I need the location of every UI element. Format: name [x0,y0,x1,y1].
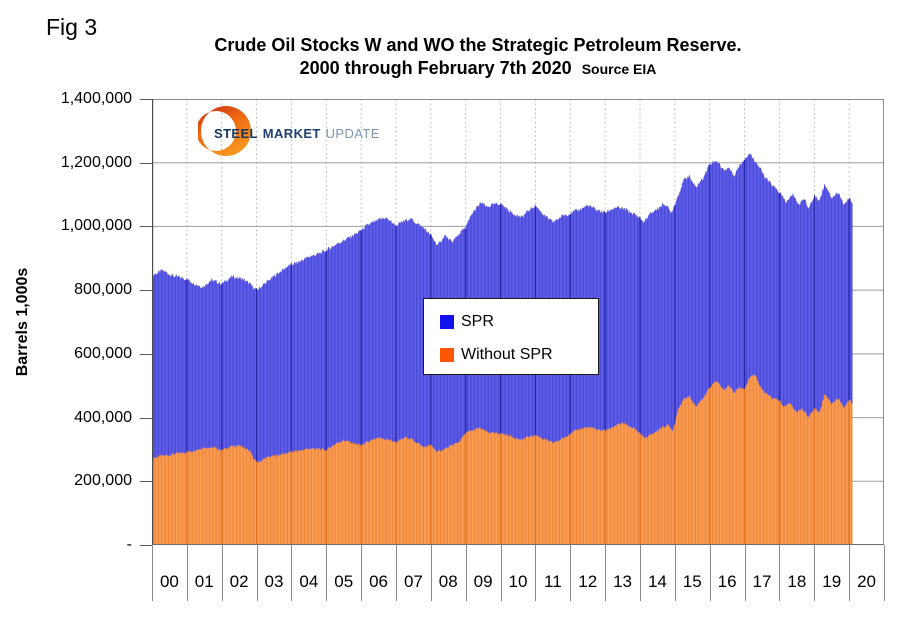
x-axis-divider [186,545,188,601]
x-tick-label: 16 [717,572,737,591]
x-axis-divider [500,545,502,601]
x-tick-label: 14 [647,572,667,591]
x-axis-divider [674,545,676,601]
x-axis-divider [849,545,851,601]
x-axis-divider [430,545,432,601]
x-axis-divider [326,545,328,601]
steel-market-update-logo: STEEL MARKET UPDATE [196,104,379,160]
x-tick-label: 17 [752,572,772,591]
y-tick-label: 200,000 [74,472,132,490]
x-tick-label: 06 [369,572,389,591]
y-tick-label: - [126,536,132,553]
x-axis-divider [570,545,572,601]
x-tick-label: 19 [822,572,842,591]
x-axis-divider [465,545,467,601]
y-tick-label: 1,000,000 [60,217,132,235]
legend-swatch-without-spr [440,348,454,362]
chart-title-line2: 2000 through February 7th 2020 [299,57,572,78]
logo-crescent-icon [196,105,252,156]
y-tick-mark [140,545,152,546]
x-tick-label: 13 [613,572,633,591]
source-label: Source EIA [581,60,657,77]
x-axis-divider [884,545,885,601]
x-tick-label: 04 [299,572,319,591]
logo-word-steel: STEEL [214,126,258,141]
x-tick-label: 20 [857,572,877,591]
y-tick-mark [140,226,152,228]
x-axis-divider [256,545,258,601]
x-axis-divider [779,545,781,601]
x-tick-label: 01 [194,572,214,591]
legend-label-spr: SPR [461,313,494,330]
chart-title-line2-wrap: 2000 through February 7th 2020 Source EIA [60,57,896,80]
x-tick-label: 18 [787,572,807,591]
x-tick-label: 08 [438,572,458,591]
x-tick-label: 05 [334,572,354,591]
x-axis-divider [291,545,293,601]
x-axis-divider [396,545,397,601]
y-tick-label: 400,000 [74,408,132,426]
x-tick-label: 11 [544,572,562,591]
x-axis-divider [221,545,223,601]
y-tick-mark [140,481,152,483]
chart-title: Crude Oil Stocks W and WO the Strategic … [60,34,896,80]
x-tick-label: 12 [578,572,598,591]
x-axis-divider [640,545,641,601]
logo-word-update: UPDATE [325,126,380,141]
figure-number-label: Fig 3 [46,14,98,40]
y-axis-title: Barrels 1,000s [14,267,31,377]
y-tick-mark [140,417,152,419]
legend: SPR Without SPR [423,298,599,375]
x-tick-label: 10 [508,572,528,591]
chart-title-line1: Crude Oil Stocks W and WO the Strategic … [214,35,742,55]
legend-item-spr: SPR [440,310,598,334]
x-axis-divider [709,545,711,601]
x-axis-divider [361,545,363,601]
y-tick-label: 800,000 [74,281,132,299]
y-tick-label: 1,400,000 [60,90,132,107]
x-axis-divider [152,545,153,601]
x-tick-label: 03 [264,572,284,591]
legend-swatch-spr [440,315,454,329]
x-tick-label: 15 [682,572,702,591]
logo-text: STEEL MARKET UPDATE [214,125,380,143]
x-axis-divider [535,545,537,601]
logo-word-market: MARKET [262,126,321,141]
y-tick-mark [140,162,152,164]
x-tick-label: 09 [473,572,493,591]
legend-label-without-spr: Without SPR [461,346,553,363]
y-tick-mark [140,99,152,100]
x-tick-label: 07 [403,572,423,591]
y-tick-mark [140,353,152,355]
y-tick-label: 600,000 [74,344,132,362]
legend-item-without-spr: Without SPR [440,343,598,367]
x-axis-divider [814,545,816,601]
y-tick-label: 1,200,000 [60,153,132,171]
x-tick-label: 02 [229,572,249,591]
x-tick-label: 00 [159,572,179,591]
x-axis-divider [605,545,607,601]
y-tick-mark [140,290,152,292]
x-axis-divider [744,545,746,601]
